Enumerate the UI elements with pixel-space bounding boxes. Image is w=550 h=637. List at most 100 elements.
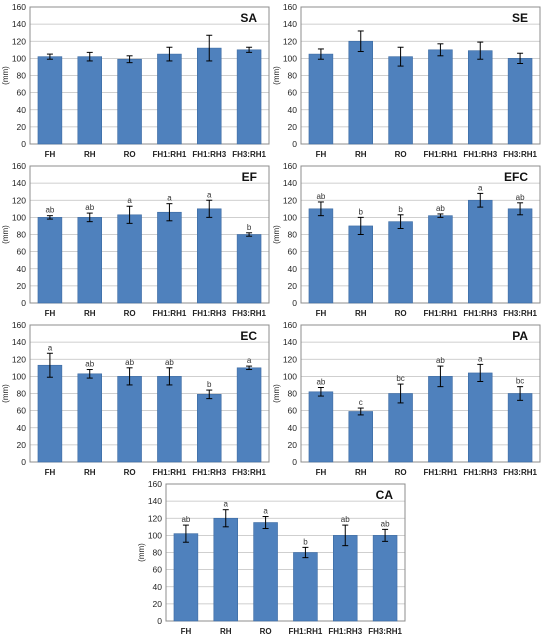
- y-tick-label: 120: [283, 195, 297, 205]
- y-axis-label: (mm): [1, 384, 10, 403]
- x-tick-label: FH1:RH1: [424, 309, 458, 318]
- bar: [37, 56, 63, 145]
- y-tick-label: 160: [148, 479, 162, 489]
- significance-letter: ab: [516, 193, 525, 202]
- bar: [77, 217, 103, 304]
- y-tick-label: 20: [17, 281, 27, 291]
- plot-frame: [29, 6, 270, 145]
- bar: [197, 208, 222, 304]
- x-tick-label: FH1:RH3: [192, 150, 226, 159]
- significance-letter: a: [48, 343, 53, 352]
- y-axis-label: (mm): [137, 543, 146, 562]
- y-tick-label: 60: [288, 88, 298, 98]
- bar: [197, 47, 222, 145]
- x-tick-label: RH: [84, 468, 96, 477]
- y-tick-label: 140: [12, 337, 26, 347]
- x-tick-label: RH: [84, 309, 96, 318]
- significance-letter: ab: [381, 519, 390, 528]
- x-tick-label: RH: [355, 468, 367, 477]
- bar: [236, 49, 262, 145]
- x-tick-label: FH3:RH1: [232, 468, 266, 477]
- chart-title: CA: [376, 488, 394, 502]
- x-tick-label: FH1:RH3: [463, 468, 497, 477]
- x-tick-label: RH: [355, 309, 367, 318]
- y-tick-label: 120: [148, 513, 162, 523]
- x-tick-label: FH3:RH1: [503, 309, 537, 318]
- y-axis-label: (mm): [1, 225, 10, 244]
- x-tick-label: FH3:RH1: [232, 309, 266, 318]
- significance-letter: a: [207, 190, 212, 199]
- y-tick-label: 160: [12, 161, 26, 171]
- bar: [348, 411, 373, 463]
- bar: [117, 376, 142, 463]
- panel-sa: 0 20 40 60 80 100 120 140 160 (mm) SA FH RH RO FH1:RH1…: [1, 2, 270, 159]
- chart-title: SE: [512, 11, 528, 25]
- y-tick-label: 80: [17, 71, 27, 81]
- significance-letter: ab: [436, 356, 445, 365]
- significance-letter: ab: [316, 378, 325, 387]
- x-tick-label: RO: [260, 627, 272, 636]
- y-tick-label: 40: [288, 105, 298, 115]
- y-tick-label: 120: [12, 195, 26, 205]
- x-tick-label: FH3:RH1: [503, 468, 537, 477]
- bar: [197, 394, 222, 463]
- bar: [37, 217, 63, 304]
- significance-letter: a: [167, 194, 172, 203]
- significance-letter: a: [224, 500, 229, 509]
- bar: [388, 393, 413, 463]
- chart-title: EFC: [504, 170, 528, 184]
- x-tick-label: FH: [181, 627, 192, 636]
- bar: [428, 215, 453, 304]
- bar: [428, 376, 453, 463]
- bar: [37, 364, 63, 463]
- bar: [348, 40, 373, 145]
- x-tick-label: FH1:RH3: [328, 627, 362, 636]
- chart-title: EC: [240, 329, 257, 343]
- y-tick-label: 100: [148, 530, 162, 540]
- significance-letter: bc: [516, 377, 524, 386]
- significance-letter: b: [303, 537, 308, 546]
- y-tick-label: 80: [153, 548, 163, 558]
- bar: [293, 552, 318, 622]
- y-tick-label: 160: [12, 2, 26, 12]
- x-tick-label: FH: [316, 468, 327, 477]
- y-tick-label: 0: [157, 616, 162, 626]
- bar: [77, 56, 103, 145]
- bar: [157, 211, 182, 304]
- significance-letter: a: [127, 196, 132, 205]
- bar: [213, 517, 239, 622]
- y-tick-label: 160: [12, 320, 26, 330]
- bar: [388, 56, 413, 145]
- y-tick-label: 160: [283, 2, 297, 12]
- y-tick-label: 80: [288, 230, 298, 240]
- y-tick-label: 100: [12, 212, 26, 222]
- y-tick-label: 40: [288, 423, 298, 433]
- panel-ec: 020406080100120140160(mm)ECaFHabRHabROab…: [1, 320, 270, 477]
- significance-letter: c: [359, 398, 363, 407]
- y-tick-label: 20: [17, 122, 27, 132]
- y-tick-label: 140: [283, 337, 297, 347]
- y-tick-label: 100: [283, 371, 297, 381]
- chart-title: PA: [512, 329, 528, 343]
- significance-letter: ab: [85, 360, 94, 369]
- significance-letter: ab: [85, 203, 94, 212]
- significance-letter: b: [398, 205, 403, 214]
- y-tick-label: 40: [17, 423, 27, 433]
- y-axis-label: (mm): [272, 66, 281, 85]
- x-tick-label: RH: [355, 150, 367, 159]
- x-tick-label: FH: [316, 309, 327, 318]
- significance-letter: b: [359, 207, 364, 216]
- x-tick-label: RO: [124, 309, 136, 318]
- significance-letter: ab: [45, 206, 54, 215]
- bar: [332, 535, 358, 622]
- significance-letter: ab: [316, 192, 325, 201]
- y-tick-label: 120: [12, 36, 26, 46]
- bar: [388, 221, 413, 304]
- x-tick-label: FH: [45, 150, 56, 159]
- x-tick-label: FH: [45, 309, 56, 318]
- significance-letter: bc: [396, 374, 404, 383]
- y-tick-label: 60: [17, 88, 27, 98]
- panel-pa: 020406080100120140160(mm)PAabFHcRHbcROab…: [272, 320, 541, 477]
- y-tick-label: 20: [288, 440, 298, 450]
